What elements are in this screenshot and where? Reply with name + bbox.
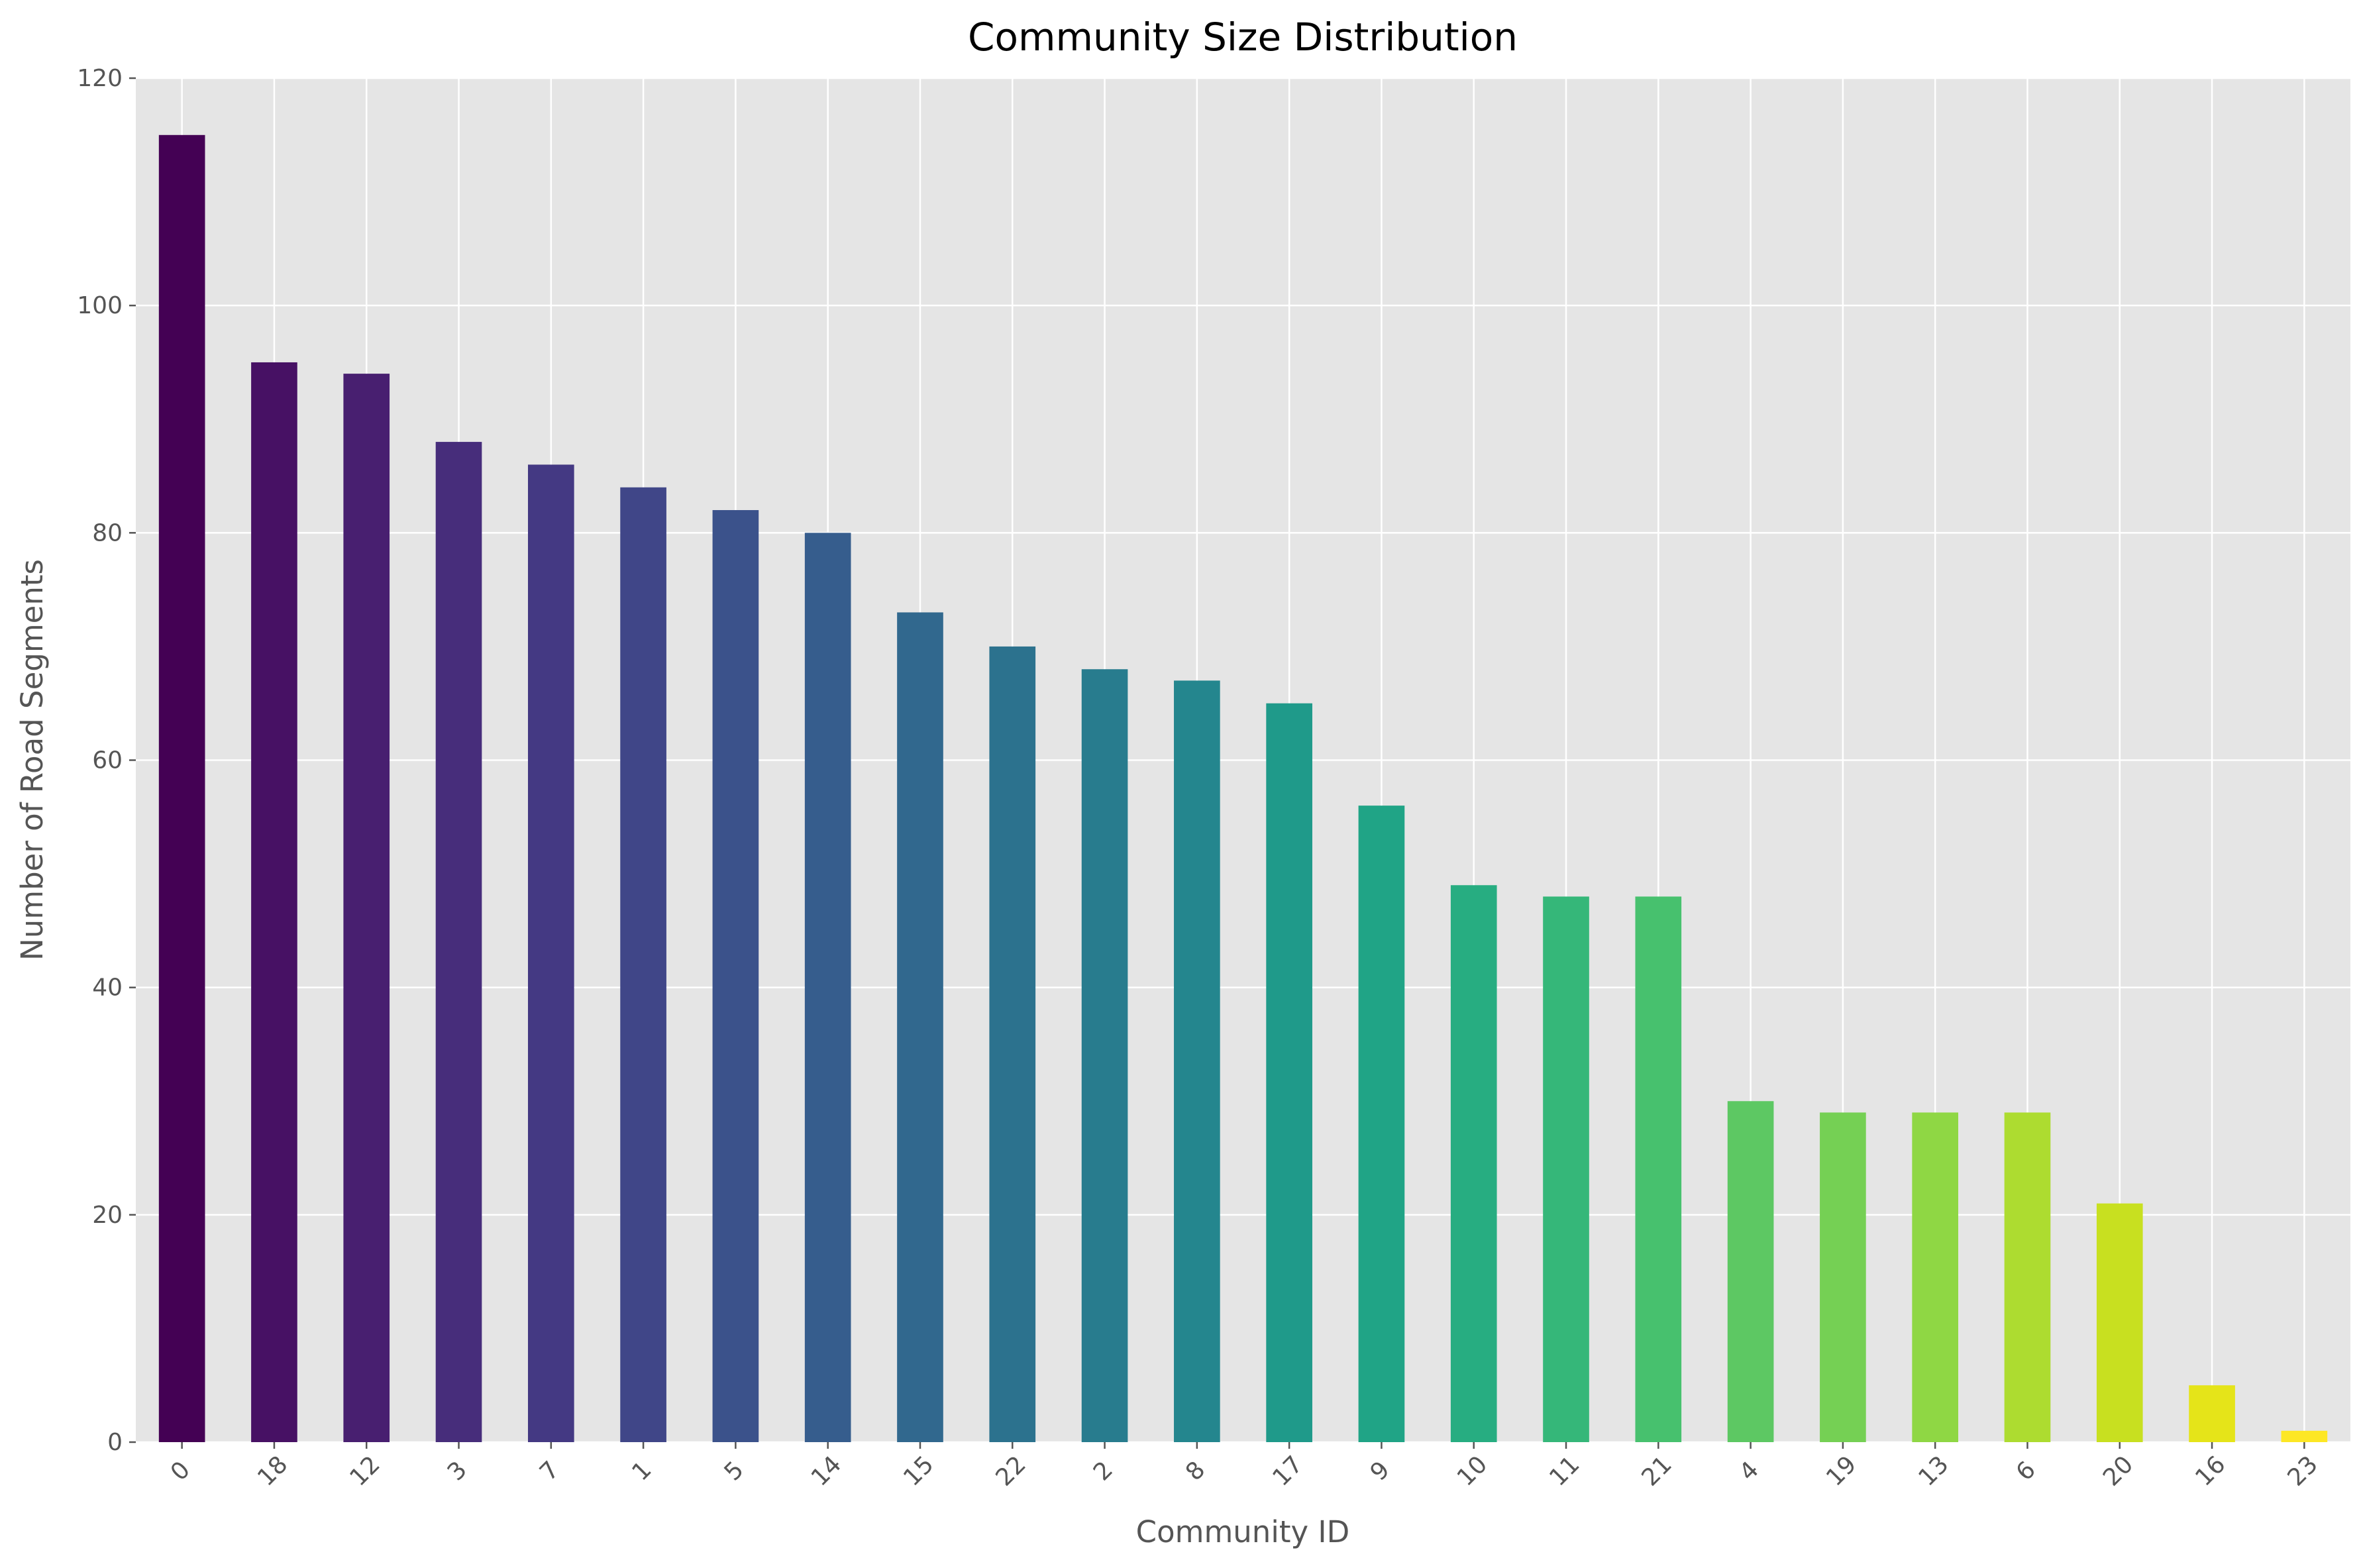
bar-20 xyxy=(2096,1203,2143,1442)
bar-15 xyxy=(897,612,943,1442)
bar-23 xyxy=(2281,1430,2328,1442)
x-tick-label: 21 xyxy=(1636,1451,1677,1491)
bar-19 xyxy=(1820,1112,1866,1442)
x-axis-label: Community ID xyxy=(1136,1514,1350,1549)
x-axis: 0 18 12 3 7 1 5 14 15 22 2 8 17 9 10 11 21 4 19 13 6 20 16 23 xyxy=(166,1442,2323,1492)
y-tick-label: 100 xyxy=(77,292,123,319)
bar-6 xyxy=(2004,1112,2051,1442)
x-tick-label: 23 xyxy=(2283,1451,2323,1491)
bar-16 xyxy=(2189,1385,2235,1442)
bar-22 xyxy=(989,646,1036,1442)
x-tick-label: 19 xyxy=(1821,1451,1862,1491)
bar-5 xyxy=(712,510,759,1443)
x-tick-label: 7 xyxy=(535,1456,564,1486)
x-tick-label: 11 xyxy=(1544,1451,1585,1491)
y-axis: 0 20 40 60 80 100 120 xyxy=(77,65,136,1456)
bar-0 xyxy=(158,134,205,1443)
bar-18 xyxy=(251,362,297,1443)
x-tick-label: 4 xyxy=(1734,1456,1764,1486)
y-tick-label: 40 xyxy=(92,974,123,1002)
bar-7 xyxy=(527,464,574,1443)
bar-21 xyxy=(1635,896,1682,1442)
x-tick-label: 9 xyxy=(1365,1456,1395,1486)
x-tick-label: 6 xyxy=(2011,1456,2041,1486)
y-tick-label: 80 xyxy=(92,519,123,547)
bars xyxy=(158,134,2328,1443)
x-tick-label: 5 xyxy=(719,1456,749,1486)
bar-8 xyxy=(1174,680,1220,1442)
x-tick-label: 12 xyxy=(344,1451,385,1491)
y-tick-label: 0 xyxy=(107,1429,123,1456)
x-tick-label: 14 xyxy=(806,1451,847,1491)
x-tick-label: 15 xyxy=(898,1451,939,1491)
bar-1 xyxy=(620,487,666,1443)
bar-14 xyxy=(804,533,851,1443)
y-tick-label: 120 xyxy=(77,65,123,92)
y-tick-label: 20 xyxy=(92,1202,123,1229)
bar-13 xyxy=(1912,1112,1959,1442)
x-tick-label: 8 xyxy=(1180,1456,1210,1486)
y-tick-label: 60 xyxy=(92,747,123,774)
x-tick-label: 17 xyxy=(1267,1451,1308,1491)
x-tick-label: 22 xyxy=(990,1451,1031,1491)
x-tick-label: 3 xyxy=(443,1456,472,1486)
bar-10 xyxy=(1450,885,1497,1442)
bar-9 xyxy=(1358,806,1405,1442)
bar-11 xyxy=(1543,896,1589,1442)
x-tick-label: 16 xyxy=(2190,1451,2230,1491)
x-tick-label: 20 xyxy=(2098,1451,2138,1491)
x-tick-label: 18 xyxy=(252,1451,293,1491)
x-tick-label: 10 xyxy=(1452,1451,1493,1491)
x-tick-label: 0 xyxy=(166,1456,195,1486)
bar-2 xyxy=(1081,669,1128,1442)
y-axis-label: Number of Road Segments xyxy=(15,559,50,961)
bar-3 xyxy=(435,442,482,1442)
x-tick-label: 2 xyxy=(1088,1456,1118,1486)
chart-title: Community Size Distribution xyxy=(968,15,1518,60)
bar-12 xyxy=(343,374,390,1442)
x-tick-label: 13 xyxy=(1913,1451,1954,1491)
bar-17 xyxy=(1266,703,1312,1442)
x-tick-label: 1 xyxy=(627,1456,656,1486)
bar-4 xyxy=(1727,1101,1774,1442)
